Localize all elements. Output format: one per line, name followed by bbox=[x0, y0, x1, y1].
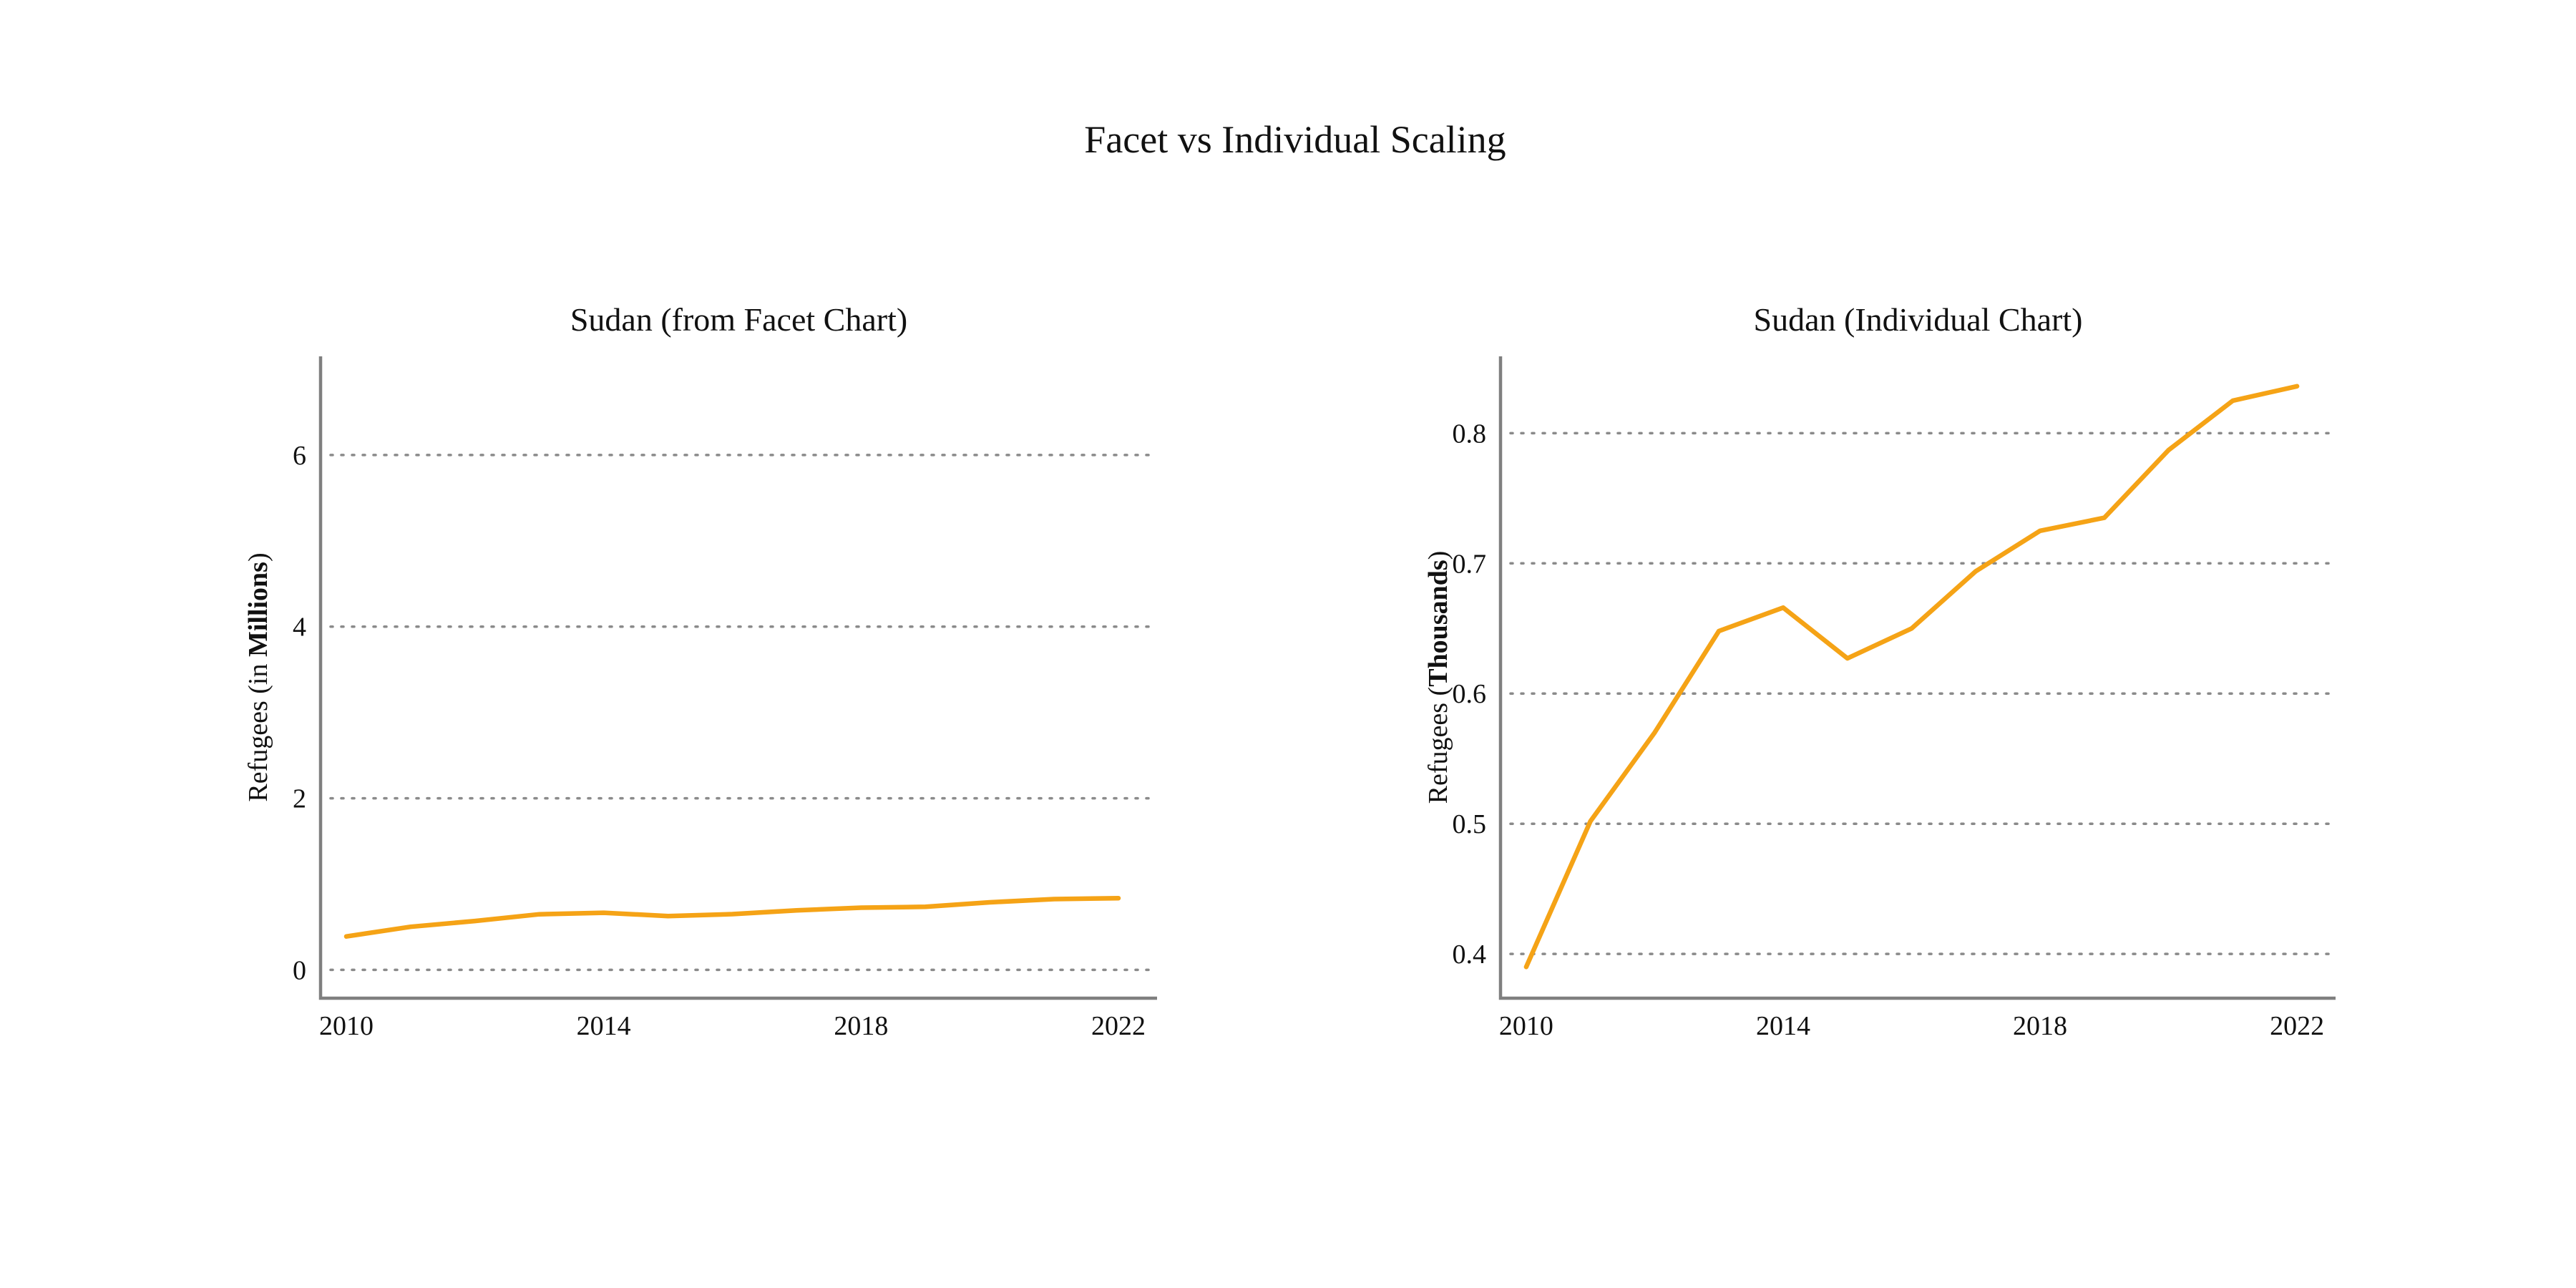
chart-panel-facet: Sudan (from Facet Chart) 0 2 4 6 2010 2014 2018… bbox=[243, 301, 1158, 1041]
y-tick-label: 0.7 bbox=[1453, 549, 1487, 579]
axes bbox=[318, 356, 1157, 1000]
y-tick-label: 4 bbox=[293, 613, 306, 643]
series-line bbox=[1523, 384, 2300, 970]
y-axis-label-unit: Millions bbox=[243, 562, 273, 657]
x-tick-label: 2010 bbox=[319, 1011, 374, 1041]
x-tick-label: 2022 bbox=[2270, 1011, 2324, 1041]
y-tick-label: 0.4 bbox=[1453, 940, 1487, 970]
y-tick-label: 0.8 bbox=[1453, 419, 1487, 449]
panel-title: Sudan (from Facet Chart) bbox=[570, 301, 907, 338]
x-tick-label: 2014 bbox=[1756, 1011, 1810, 1041]
y-tick-label: 0.5 bbox=[1453, 809, 1487, 839]
series-line bbox=[343, 895, 1121, 939]
x-tick-label: 2018 bbox=[834, 1011, 888, 1041]
y-axis-label-unit: Thousands bbox=[1423, 560, 1453, 686]
y-tick-label: 6 bbox=[293, 441, 306, 471]
y-tick-label: 0.6 bbox=[1453, 679, 1487, 709]
y-axis-label: Refugees (in Millions) bbox=[243, 552, 273, 801]
x-tick-label: 2014 bbox=[577, 1011, 631, 1041]
main-title: Facet vs Individual Scaling bbox=[1084, 118, 1506, 161]
y-tick-label: 2 bbox=[293, 784, 306, 814]
y-tick-label: 0 bbox=[293, 955, 306, 985]
x-tick-label: 2018 bbox=[2013, 1011, 2067, 1041]
y-axis-label-suffix: ) bbox=[1423, 551, 1453, 560]
y-axis-label-prefix: Refugees ( bbox=[1423, 687, 1453, 804]
x-tick-label: 2022 bbox=[1091, 1011, 1146, 1041]
axes bbox=[1498, 356, 2336, 1000]
x-tick-label: 2010 bbox=[1499, 1011, 1553, 1041]
panel-title: Sudan (Individual Chart) bbox=[1754, 301, 2083, 338]
y-axis-label-suffix: ) bbox=[243, 552, 273, 562]
y-axis-label: Refugees (Thousands) bbox=[1423, 551, 1453, 804]
y-axis-label-prefix: Refugees (in bbox=[243, 657, 273, 802]
chart-panel-individual: Sudan (Individual Chart) 0.4 0.5 0.6 0.7 0.8 2… bbox=[1423, 301, 2337, 1041]
